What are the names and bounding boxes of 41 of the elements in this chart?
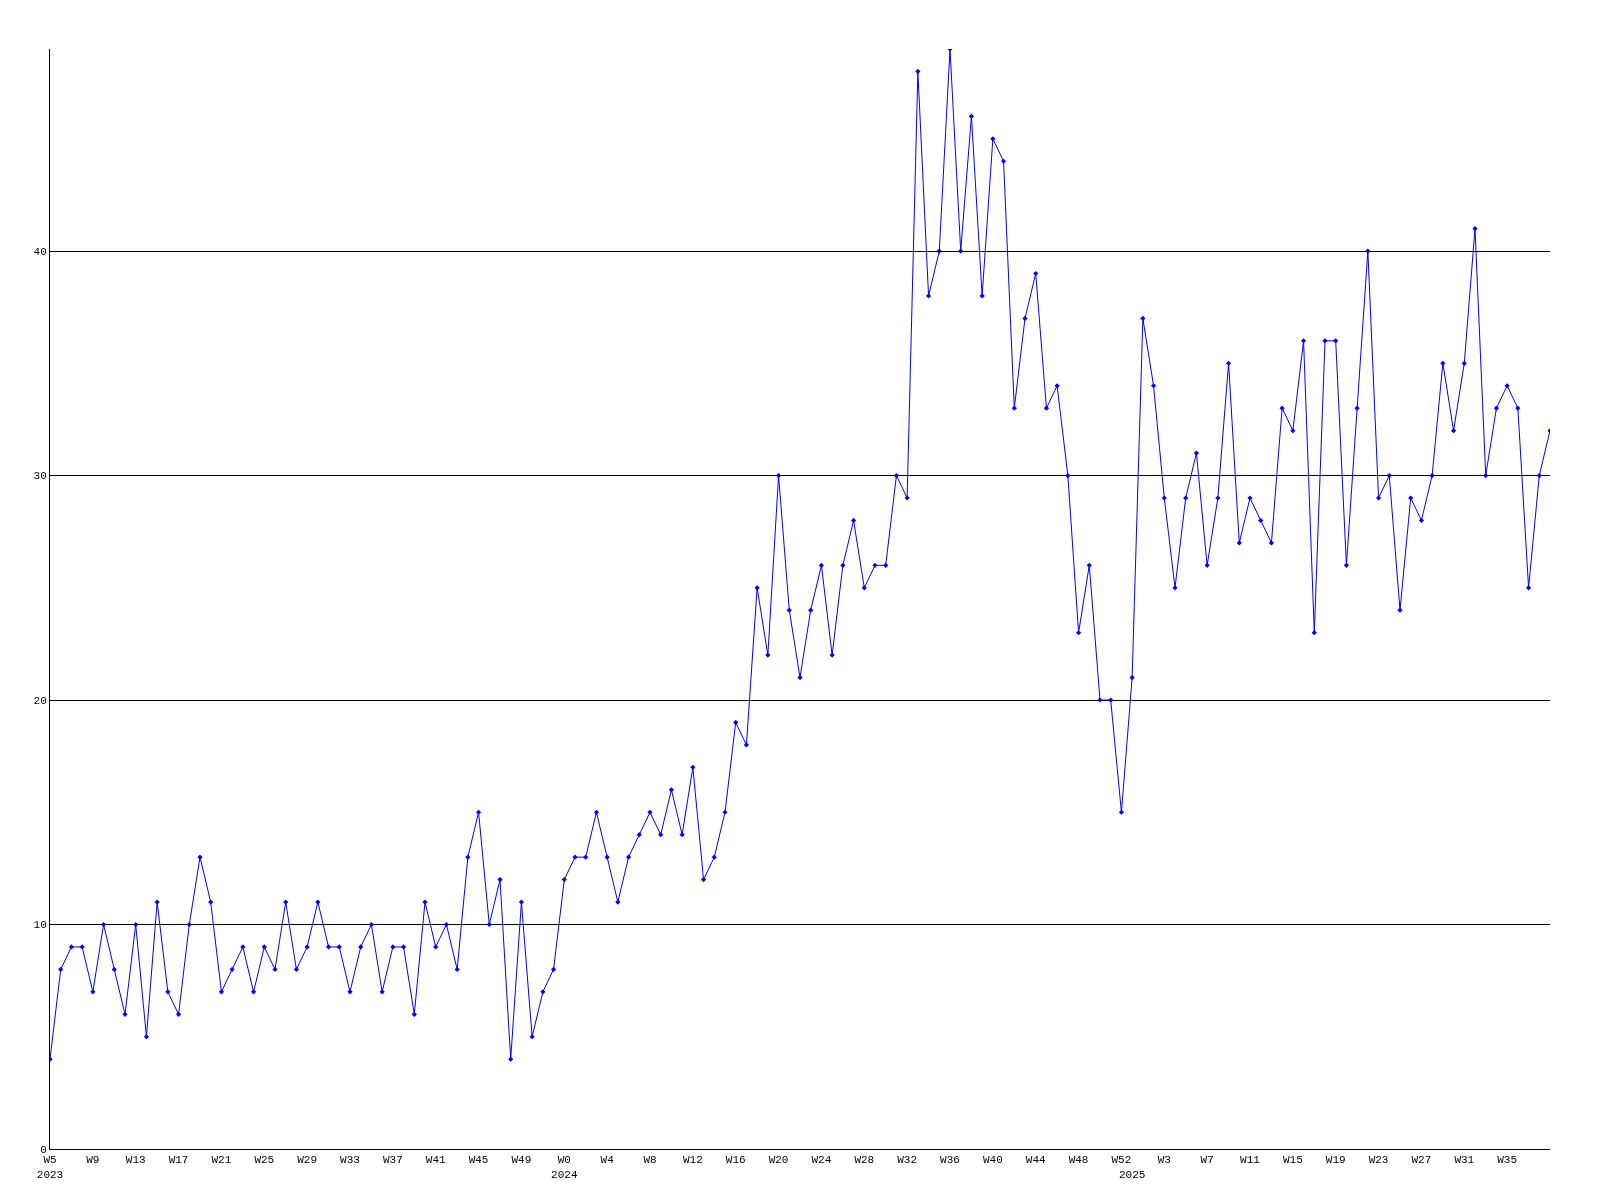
y-tick-label: 40 — [33, 245, 47, 258]
y-tick-label: 20 — [33, 694, 47, 707]
x-tick-label: W41 — [425, 1154, 447, 1167]
x-tick-label: W23 — [1368, 1154, 1389, 1167]
x-tick-label: W11 — [1240, 1154, 1261, 1167]
x-tick-label: W19 — [1325, 1154, 1346, 1167]
x-tick-label: W9 — [86, 1154, 100, 1167]
x-tick-label: W7 — [1200, 1154, 1214, 1167]
x-tick-label: W32 — [897, 1154, 918, 1167]
x-tick-label: W5 2023 — [36, 1154, 64, 1181]
x-tick-label: W20 — [768, 1154, 789, 1167]
x-tick-label: W17 — [168, 1154, 189, 1167]
x-tick-label: 2025 — [1118, 1168, 1146, 1181]
x-tick-label: W35 — [1497, 1154, 1518, 1167]
y-tick-label: 10 — [33, 919, 47, 932]
x-tick-label: W37 — [382, 1154, 403, 1167]
x-tick-label: W3 — [1157, 1154, 1171, 1167]
x-tick-label: W25 — [254, 1154, 275, 1167]
x-tick-label: W49 — [511, 1154, 532, 1167]
x-tick-label: W31 — [1454, 1154, 1475, 1167]
x-tick-label: W0 2024 — [551, 1154, 578, 1181]
x-tick-label: W29 — [297, 1154, 318, 1167]
x-tick-label: W33 — [340, 1154, 360, 1167]
x-tick-label: W16 — [725, 1154, 746, 1167]
x-tick-label: W15 — [1282, 1154, 1303, 1167]
x-tick-label: W45 — [468, 1154, 489, 1167]
x-tick-label: W40 — [982, 1154, 1003, 1167]
x-tick-label: W4 — [600, 1154, 615, 1167]
x-tick-label: W12 — [682, 1154, 703, 1167]
x-tick-label: W28 — [854, 1154, 875, 1167]
x-tick-label: W8 — [643, 1154, 657, 1167]
x-tick-label: W27 — [1411, 1154, 1432, 1167]
x-tick-label: W24 — [811, 1154, 832, 1167]
x-tick-label: W13 — [125, 1154, 146, 1167]
x-tick-label: W36 — [940, 1154, 960, 1167]
x-tick-label: W52 — [1111, 1154, 1132, 1167]
x-tick-label: W44 — [1025, 1154, 1047, 1167]
y-tick-label: 0 — [40, 1143, 47, 1156]
x-tick-label: W48 — [1068, 1154, 1089, 1167]
y-tick-label: 30 — [33, 470, 47, 483]
x-tick-label: W21 — [211, 1154, 232, 1167]
